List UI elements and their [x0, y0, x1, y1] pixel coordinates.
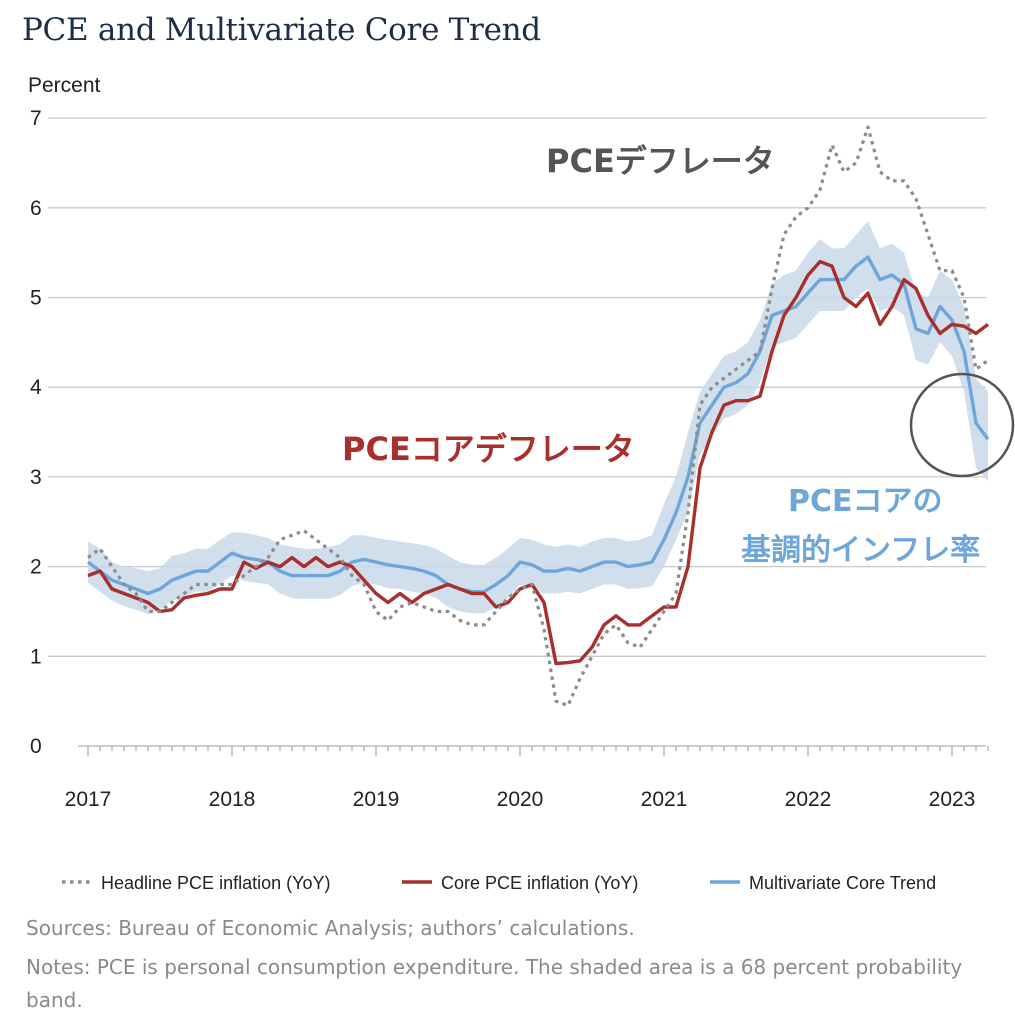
- y-tick-label: 1: [30, 645, 42, 668]
- y-tick-label: 0: [30, 735, 42, 758]
- series-lines: [86, 125, 990, 708]
- annotations: PCEデフレータ PCEコアデフレータ PCEコアの 基調的インフレ率: [342, 142, 1015, 568]
- x-axis: 2017 2018 2019 2020 2021 2022 2023: [65, 745, 989, 811]
- x-tick-label: 2019: [353, 788, 400, 811]
- y-tick-label: 6: [30, 197, 42, 220]
- x-tick-label: 2022: [785, 788, 832, 811]
- x-tick-label: 2018: [209, 788, 256, 811]
- y-tick-label: 5: [30, 287, 42, 310]
- mct-annotation-line1: PCEコアの: [788, 484, 943, 519]
- y-axis-title: Percent: [28, 74, 101, 97]
- x-tick-label: 2023: [929, 788, 976, 811]
- legend-label-headline: Headline PCE inflation (YoY): [101, 873, 330, 893]
- legend-label-mct: Multivariate Core Trend: [749, 873, 936, 893]
- x-tick-label: 2020: [497, 788, 544, 811]
- legend-label-core: Core PCE inflation (YoY): [441, 873, 638, 893]
- mct-annotation-line2: 基調的インフレ率: [741, 533, 980, 568]
- x-tick-label: 2021: [641, 788, 688, 811]
- core-pce-line: [87, 259, 990, 666]
- y-tick-labels: 0 1 2 3 4 5 6 7: [30, 107, 42, 758]
- sources-note: Sources: Bureau of Economic Analysis; au…: [26, 916, 635, 940]
- probability-band: [88, 221, 988, 615]
- headline-pce-line: [87, 125, 989, 708]
- highlight-circle: [909, 372, 1015, 478]
- y-tick-label: 7: [30, 107, 42, 130]
- x-tick-label: 2017: [65, 788, 112, 811]
- y-tick-label: 4: [30, 376, 42, 399]
- y-tick-label: 2: [30, 556, 42, 579]
- y-tick-label: 3: [30, 466, 42, 489]
- probability-band-area: [88, 221, 988, 615]
- core-annotation: PCEコアデフレータ: [342, 430, 635, 468]
- notes-text: Notes: PCE is personal consumption expen…: [26, 955, 963, 1012]
- legend: Headline PCE inflation (YoY) Core PCE in…: [62, 873, 936, 893]
- headline-annotation: PCEデフレータ: [546, 142, 775, 180]
- chart-title: PCE and Multivariate Core Trend: [22, 12, 541, 48]
